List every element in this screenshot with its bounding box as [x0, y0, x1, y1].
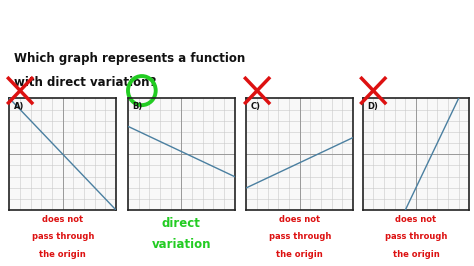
- Text: direct: direct: [162, 217, 201, 230]
- Text: A): A): [14, 102, 24, 111]
- Text: the origin: the origin: [276, 250, 323, 259]
- Text: the origin: the origin: [392, 250, 439, 259]
- Text: C): C): [251, 102, 261, 111]
- Text: B): B): [132, 102, 143, 111]
- Text: D): D): [367, 102, 378, 111]
- Text: pass through: pass through: [385, 232, 447, 242]
- Text: variation: variation: [152, 238, 211, 251]
- Text: does not: does not: [279, 215, 320, 224]
- Text: the origin: the origin: [39, 250, 86, 259]
- Text: Which graph represents a function: Which graph represents a function: [14, 52, 246, 65]
- Text: does not: does not: [42, 215, 83, 224]
- Text: does not: does not: [395, 215, 437, 224]
- Text: EXAMPLE #2: EXAMPLE #2: [143, 12, 331, 38]
- Text: pass through: pass through: [32, 232, 94, 242]
- Text: pass through: pass through: [269, 232, 331, 242]
- Text: with direct variation?: with direct variation?: [14, 76, 156, 89]
